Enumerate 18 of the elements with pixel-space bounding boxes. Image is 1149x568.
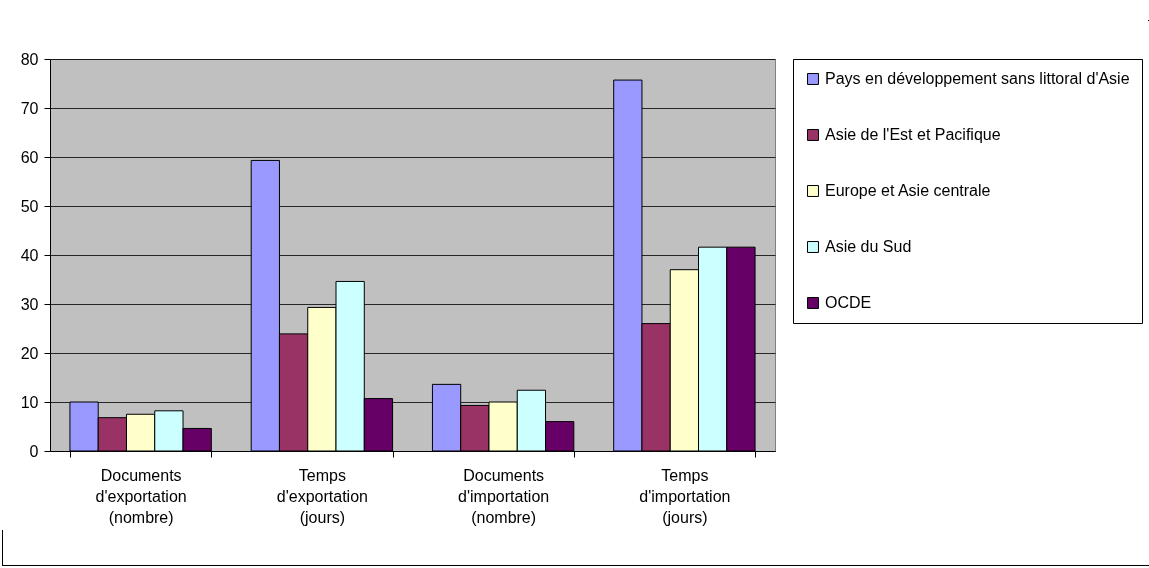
legend-label: Asie de l'Est et Pacifique bbox=[825, 126, 1001, 143]
y-tick-label: 40 bbox=[20, 246, 39, 264]
legend-label: Europe et Asie centrale bbox=[825, 182, 991, 199]
y-tick-label: 70 bbox=[20, 99, 39, 117]
x-tick-label: Temps d'exportation (jours) bbox=[276, 466, 368, 526]
y-tick-label: 20 bbox=[20, 344, 39, 362]
y-tick-label: 30 bbox=[20, 295, 39, 313]
legend-label: OCDE bbox=[825, 294, 872, 311]
x-tick-label: Temps d'importation (jours) bbox=[639, 466, 731, 526]
legend-label: Pays en développement sans littoral d'Asie bbox=[825, 70, 1130, 87]
y-tick-label: 50 bbox=[20, 197, 39, 215]
x-tick-label: Documents d'exportation (nombre) bbox=[95, 466, 187, 526]
y-tick-label: 0 bbox=[29, 442, 39, 460]
y-tick-label: 10 bbox=[20, 393, 39, 411]
y-tick-label: 80 bbox=[20, 50, 39, 68]
x-tick-label: Documents d'importation (nombre) bbox=[458, 466, 550, 526]
legend-label: Asie du Sud bbox=[825, 238, 912, 255]
y-tick-label: 60 bbox=[20, 148, 39, 166]
